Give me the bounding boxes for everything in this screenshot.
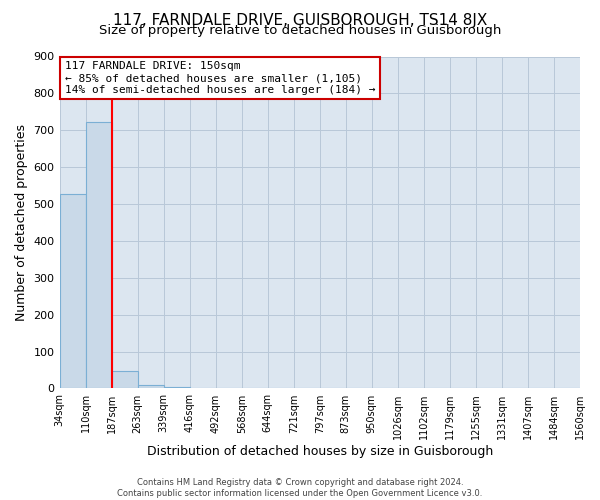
Text: 117, FARNDALE DRIVE, GUISBOROUGH, TS14 8JX: 117, FARNDALE DRIVE, GUISBOROUGH, TS14 8…: [113, 12, 487, 28]
Text: 117 FARNDALE DRIVE: 150sqm
← 85% of detached houses are smaller (1,105)
14% of s: 117 FARNDALE DRIVE: 150sqm ← 85% of deta…: [65, 62, 375, 94]
Bar: [59, 194, 86, 388]
X-axis label: Distribution of detached houses by size in Guisborough: Distribution of detached houses by size …: [146, 444, 493, 458]
Bar: [112, 371, 137, 388]
Text: Size of property relative to detached houses in Guisborough: Size of property relative to detached ho…: [99, 24, 501, 37]
Bar: [86, 122, 112, 388]
Y-axis label: Number of detached properties: Number of detached properties: [15, 124, 28, 321]
Text: Contains HM Land Registry data © Crown copyright and database right 2024.
Contai: Contains HM Land Registry data © Crown c…: [118, 478, 482, 498]
Bar: [164, 386, 190, 388]
Bar: [137, 385, 164, 388]
